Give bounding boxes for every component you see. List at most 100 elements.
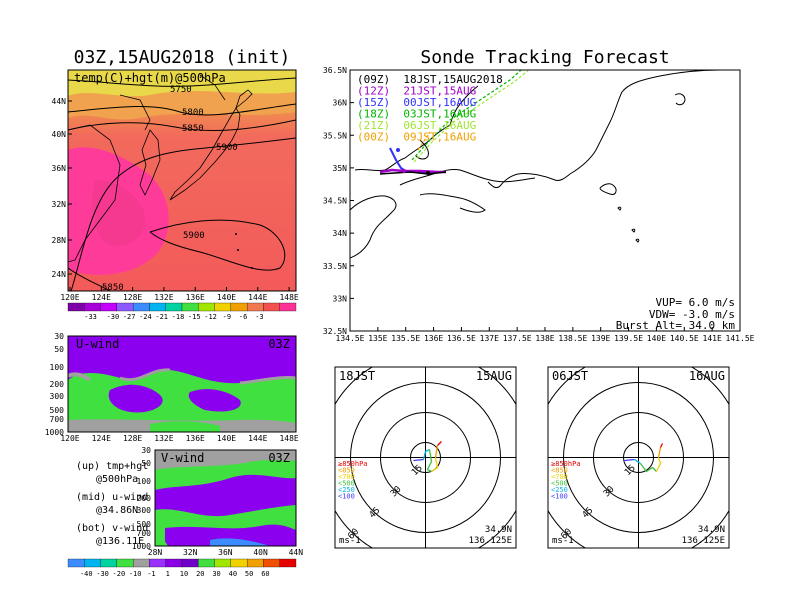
hodograph-trace (413, 441, 442, 473)
colorbar-swatch (67, 302, 85, 312)
colorbar-swatch (230, 302, 248, 312)
lon-tick-label: 140E (217, 293, 236, 302)
colorbar-label: -21 (155, 313, 168, 321)
hodograph-segment (655, 457, 662, 472)
level-legend: ≥850hPa (338, 460, 368, 468)
hodograph-lat: 34.9N (698, 525, 725, 535)
burst-altitude: Burst Alt= 34.0 km (616, 319, 736, 332)
hodograph-trace (624, 443, 664, 473)
pressure-tick-label: 50 (141, 459, 151, 468)
lon-tick-label: 120E (60, 434, 79, 443)
level-legend: <700 (338, 473, 355, 481)
colorbar-label: -12 (204, 313, 217, 321)
pressure-tick-label: 500 (137, 520, 152, 529)
lon-tick-label: 144E (248, 434, 267, 443)
vwind-label: V-wind (161, 451, 204, 465)
colorbar-label: 1 (166, 570, 170, 578)
hodograph-segment (659, 443, 664, 448)
map-lat-axis: 44N 40N 36N 32N 28N 24N (52, 97, 72, 279)
lon-tick-label: 136E (186, 434, 205, 443)
temperature-colorbar: -33 -30 -27 -24 -21 -18 -15 -12 -9 -6 -3 (67, 302, 297, 321)
contour-label: 5850 (102, 283, 124, 293)
lon-tick-label: 139E (591, 334, 610, 343)
lon-tick-label: 132E (154, 434, 173, 443)
lon-tick-label: 137E (480, 334, 499, 343)
lon-tick-label: 140.5E (670, 334, 699, 343)
colorbar-label: -40 (80, 570, 93, 578)
lon-tick-label: 141.5E (726, 334, 755, 343)
colorbar-swatch (198, 558, 215, 568)
colorbar-swatch (181, 558, 199, 568)
coastlines (350, 70, 721, 259)
legend-entry: (21Z) 06JST,16AUG (357, 119, 476, 132)
legend-entry: (15Z) 00JST,16AUG (357, 96, 476, 109)
map-500hpa-panel: 03Z,15AUG2018 (init) temp(C (52, 47, 299, 321)
pressure-tick-label: 700 (50, 415, 65, 424)
legend-entry: (18Z) 03JST,16AUG (357, 108, 476, 121)
hodograph-segment (434, 445, 439, 458)
colorbar-swatch (246, 558, 264, 568)
lon-tick-label: 136E (186, 293, 205, 302)
pressure-tick-label: 100 (137, 477, 152, 486)
contour-5900 (70, 137, 296, 291)
vwind-time: 03Z (268, 451, 290, 465)
colorbar-label: -15 (188, 313, 201, 321)
colorbar-swatch (165, 558, 183, 568)
note-line: @500hPa (96, 474, 138, 485)
hodograph-unit: ms-1 (552, 536, 574, 546)
pressure-tick-label: 500 (50, 406, 65, 415)
trajectories (379, 70, 530, 175)
colorbar-label: 50 (245, 570, 253, 578)
contour-5750 (68, 77, 296, 87)
pressure-tick-label: 1000 (132, 542, 151, 551)
colorbar-swatch (279, 558, 297, 568)
colorbar-swatch (198, 302, 215, 312)
track-lat-axis: 36.5N 36N 35.5N 35N 34.5N 34N 33.5N 33N 32.5N (323, 66, 354, 336)
colorbar-label: -30 (96, 570, 109, 578)
colorbar-label: 60 (261, 570, 269, 578)
vwind-lat-axis: 28N 32N 36N 40N 44N (148, 548, 303, 557)
note-line: (mid) u-wind (76, 492, 148, 503)
hodograph-lon: 136.125E (682, 536, 725, 546)
hodograph-rings (548, 367, 729, 548)
colorbar-swatch (84, 558, 101, 568)
track-panel: Sonde Tracking Forecast (323, 47, 755, 343)
colorbar-swatch (132, 302, 150, 312)
hodograph-segment (634, 458, 641, 465)
contour-label: 5900 (183, 231, 205, 241)
uwind-label: U-wind (76, 337, 119, 351)
lat-tick-label: 36.5N (323, 66, 347, 75)
track-title: Sonde Tracking Forecast (420, 47, 669, 68)
lon-tick-label: 132E (154, 293, 173, 302)
colorbar-label: -3 (255, 313, 263, 321)
lat-tick-label: 33N (333, 294, 348, 303)
ascent-rate: VUP= 6.0 m/s (656, 296, 735, 309)
level-legend: <700 (551, 473, 568, 481)
track-lon-axis: 134.5E 135E 135.5E 136E 136.5E 137E 137.5E 138E… (336, 327, 755, 343)
level-legend: <850 (338, 467, 355, 475)
hodograph-time: 06JST (552, 369, 588, 383)
level-legend: <100 (551, 493, 568, 501)
lon-tick-label: 124E (92, 293, 111, 302)
contour-label: 5800 (182, 108, 204, 118)
lat-tick-label: 24N (52, 270, 67, 279)
level-legend: <250 (551, 486, 568, 494)
pressure-tick-label: 700 (137, 529, 152, 538)
colorbar-label: 20 (196, 570, 204, 578)
lat-tick-label: 28N (148, 548, 163, 557)
colorbar-swatch (165, 302, 183, 312)
lon-tick-label: 144E (248, 293, 267, 302)
colorbar-label: 10 (180, 570, 188, 578)
hodograph-segment (426, 449, 433, 473)
lat-tick-label: 36N (52, 164, 67, 173)
lat-tick-label: 36N (333, 99, 348, 108)
colorbar-swatch (263, 558, 280, 568)
colorbar-label: 40 (229, 570, 237, 578)
colorbar-label: -30 (107, 313, 120, 321)
lat-tick-label: 34N (333, 229, 348, 238)
lat-tick-label: 32.5N (323, 327, 347, 336)
legend-entry: (00Z) 09JST,16AUG (357, 131, 476, 144)
pressure-tick-label: 30 (54, 332, 64, 341)
